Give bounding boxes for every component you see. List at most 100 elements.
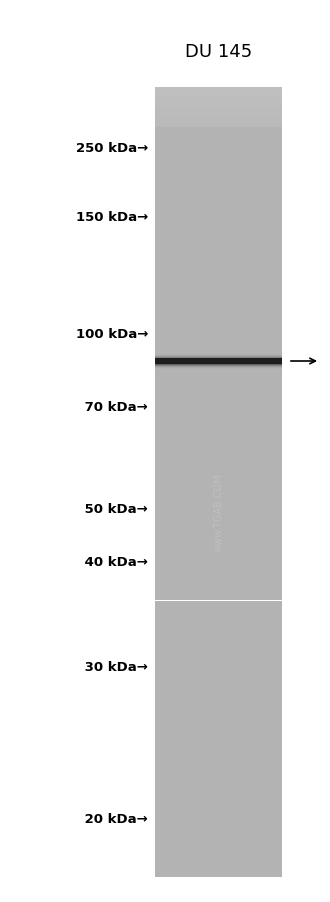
Bar xyxy=(155,285,282,295)
Bar xyxy=(155,561,282,571)
Bar xyxy=(155,357,282,358)
Bar xyxy=(155,403,282,413)
Bar xyxy=(155,522,282,532)
Bar xyxy=(155,670,282,680)
Bar xyxy=(155,433,282,443)
Bar xyxy=(155,699,282,709)
Bar xyxy=(155,443,282,453)
Bar xyxy=(155,719,282,729)
Bar xyxy=(155,857,282,867)
Bar xyxy=(155,630,282,640)
Bar xyxy=(155,362,282,363)
Bar xyxy=(155,235,282,245)
Bar xyxy=(155,492,282,502)
Bar xyxy=(155,591,282,601)
Bar xyxy=(155,359,282,360)
Bar xyxy=(155,759,282,769)
Bar xyxy=(155,355,282,356)
Bar xyxy=(155,571,282,581)
Bar xyxy=(155,177,282,187)
Bar xyxy=(155,245,282,255)
Bar xyxy=(155,374,282,384)
Bar xyxy=(155,345,282,354)
Bar xyxy=(155,769,282,778)
Bar xyxy=(155,355,282,356)
Bar xyxy=(155,848,282,857)
Bar xyxy=(155,453,282,463)
Bar xyxy=(155,808,282,818)
Bar xyxy=(155,359,282,364)
Bar xyxy=(155,362,282,363)
Bar xyxy=(155,749,282,759)
Bar xyxy=(155,413,282,423)
Bar xyxy=(155,364,282,365)
Bar xyxy=(155,361,282,362)
Text: www.TGAB.COM: www.TGAB.COM xyxy=(214,474,223,552)
Bar xyxy=(155,216,282,226)
Bar xyxy=(155,226,282,235)
Bar xyxy=(155,356,282,357)
Bar xyxy=(155,359,282,360)
Bar xyxy=(155,601,282,611)
Bar xyxy=(155,551,282,561)
Bar xyxy=(155,357,282,358)
Bar xyxy=(155,367,282,368)
Bar xyxy=(155,532,282,541)
Bar xyxy=(155,117,282,127)
Bar xyxy=(155,364,282,374)
Bar xyxy=(155,335,282,345)
Bar xyxy=(155,818,282,828)
Bar xyxy=(155,358,282,359)
Text: 20 kDa→: 20 kDa→ xyxy=(80,813,148,825)
Bar xyxy=(155,368,282,369)
Bar xyxy=(155,368,282,369)
Bar xyxy=(155,838,282,848)
Text: 30 kDa→: 30 kDa→ xyxy=(80,661,148,674)
Bar xyxy=(155,354,282,355)
Bar xyxy=(155,358,282,359)
Text: 50 kDa→: 50 kDa→ xyxy=(80,503,148,516)
Bar xyxy=(155,366,282,367)
Bar xyxy=(155,207,282,216)
Bar xyxy=(155,360,282,361)
Bar xyxy=(155,393,282,403)
Bar xyxy=(155,137,282,147)
Bar xyxy=(155,788,282,798)
Text: DU 145: DU 145 xyxy=(185,43,252,61)
Bar xyxy=(155,621,282,630)
Bar xyxy=(155,361,282,362)
Bar xyxy=(155,275,282,285)
Bar xyxy=(155,709,282,719)
Bar xyxy=(155,384,282,393)
Bar xyxy=(155,107,282,117)
Bar xyxy=(155,167,282,177)
Bar xyxy=(155,354,282,364)
Bar xyxy=(155,360,282,361)
Bar xyxy=(155,798,282,808)
Bar xyxy=(155,363,282,364)
Bar xyxy=(155,265,282,275)
Bar xyxy=(155,295,282,305)
Bar xyxy=(155,423,282,433)
Bar xyxy=(155,127,282,137)
Bar xyxy=(155,729,282,739)
Text: 40 kDa→: 40 kDa→ xyxy=(80,556,148,569)
Bar xyxy=(155,541,282,551)
Bar xyxy=(155,187,282,197)
Text: 150 kDa→: 150 kDa→ xyxy=(76,211,148,225)
Bar xyxy=(155,640,282,650)
Bar xyxy=(155,87,282,97)
Bar xyxy=(155,363,282,364)
Bar xyxy=(155,828,282,838)
Text: 70 kDa→: 70 kDa→ xyxy=(80,401,148,414)
Bar xyxy=(155,367,282,368)
Bar xyxy=(155,197,282,207)
Bar xyxy=(155,581,282,591)
Bar xyxy=(155,680,282,690)
Bar xyxy=(155,97,282,107)
Bar xyxy=(155,660,282,670)
Bar xyxy=(155,739,282,749)
Bar xyxy=(155,325,282,335)
Bar xyxy=(155,463,282,473)
Bar xyxy=(155,365,282,366)
